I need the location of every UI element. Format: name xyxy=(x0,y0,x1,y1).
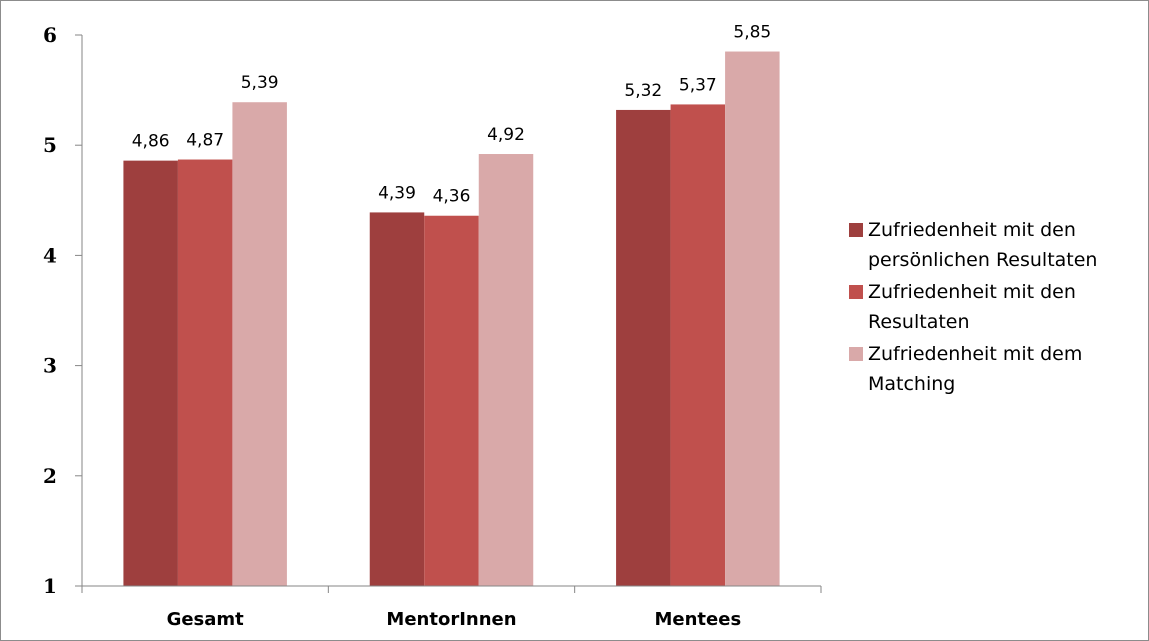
legend-label: Zufriedenheit mit den Resultaten xyxy=(868,281,1076,333)
bar xyxy=(232,102,287,586)
bar xyxy=(670,104,726,587)
bars-layer xyxy=(123,51,780,587)
y-axis: 1 2 3 4 5 6 xyxy=(43,23,82,598)
bar xyxy=(424,215,479,587)
x-tick-label: Gesamt xyxy=(167,609,245,630)
x-axis: Gesamt MentorInnen Mentees xyxy=(81,586,822,630)
y-tick-label: 5 xyxy=(43,133,57,157)
legend-label: Zufriedenheit mit dem Matching xyxy=(868,343,1083,395)
y-tick-label: 1 xyxy=(43,574,57,598)
data-label: 4,86 xyxy=(132,132,170,152)
y-tick-label: 3 xyxy=(43,354,57,378)
bar xyxy=(725,51,780,586)
data-label: 4,87 xyxy=(186,131,224,151)
data-label: 5,32 xyxy=(624,81,662,101)
bar xyxy=(177,159,233,586)
x-tick-label: MentorInnen xyxy=(386,609,516,630)
data-label: 4,36 xyxy=(433,187,471,207)
legend-item: Zufriedenheit mit den persönlichen Resul… xyxy=(849,215,1149,275)
legend: Zufriedenheit mit den persönlichen Resul… xyxy=(849,215,1149,401)
legend-swatch xyxy=(849,347,863,361)
bar xyxy=(123,160,178,586)
bar xyxy=(478,154,534,586)
y-tick-label: 6 xyxy=(43,23,57,47)
y-tick-label: 2 xyxy=(43,464,57,488)
data-label: 5,37 xyxy=(679,75,717,95)
data-labels-layer: 4,86 4,39 5,32 4,87 4,36 5,37 5,39 4,92 5,85 xyxy=(132,23,772,207)
data-label: 5,39 xyxy=(241,73,279,93)
legend-item: Zufriedenheit mit den Resultaten xyxy=(849,277,1149,337)
bar xyxy=(616,109,671,586)
data-label: 4,92 xyxy=(487,125,525,145)
legend-swatch xyxy=(849,285,863,299)
legend-item: Zufriedenheit mit dem Matching xyxy=(849,339,1149,399)
data-label: 5,85 xyxy=(733,23,771,43)
data-label: 4,39 xyxy=(378,183,416,203)
bar xyxy=(369,212,425,587)
legend-swatch xyxy=(849,223,863,237)
legend-label: Zufriedenheit mit den persönlichen Resul… xyxy=(868,219,1098,271)
x-tick-label: Mentees xyxy=(654,609,741,630)
y-tick-label: 4 xyxy=(43,243,57,267)
